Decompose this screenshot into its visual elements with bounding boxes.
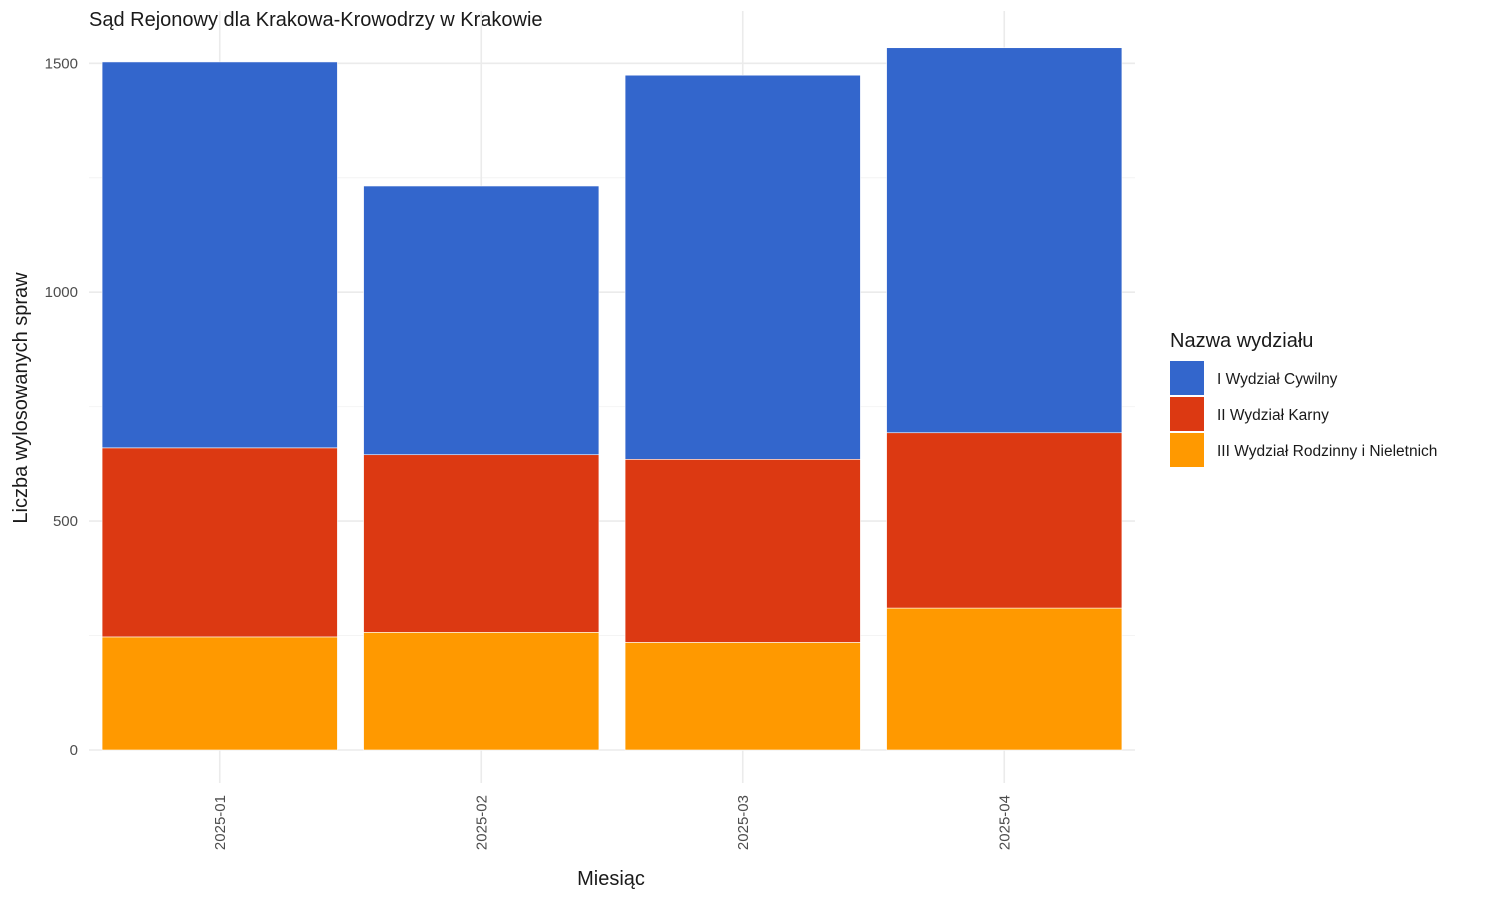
y-axis-title: Liczba wylosowanych spraw: [10, 272, 32, 524]
bar-segment: [886, 432, 1123, 609]
bar-segment: [363, 454, 600, 633]
legend-key: [1170, 361, 1204, 395]
x-tick-label: 2025-03: [735, 795, 752, 850]
legend-label: III Wydział Rodzinny i Nieletnich: [1217, 443, 1437, 460]
bar-segment: [101, 61, 338, 449]
bar-segment: [101, 447, 338, 638]
y-axis-ticks: 0 500 1000 1500: [45, 55, 78, 759]
legend-key: [1170, 433, 1204, 467]
bar-segment: [101, 636, 338, 751]
chart-title: Sąd Rejonowy dla Krakowa-Krowodrzy w Kra…: [89, 9, 543, 31]
legend-label: II Wydział Karny: [1217, 407, 1329, 424]
x-tick-label: 2025-01: [212, 795, 229, 850]
bar-segment: [886, 607, 1123, 751]
bar-segment: [624, 642, 861, 751]
y-tick-label: 0: [70, 742, 78, 759]
legend-key: [1170, 397, 1204, 431]
bar-segment: [886, 47, 1123, 434]
bar-segment: [363, 632, 600, 751]
bar-segment: [624, 74, 861, 460]
bars: [101, 47, 1123, 751]
x-tick-label: 2025-02: [473, 795, 490, 850]
bar-segment: [624, 458, 861, 643]
bar-segment: [363, 185, 600, 456]
y-tick-label: 1500: [45, 55, 78, 72]
legend-title: Nazwa wydziału: [1170, 330, 1313, 352]
legend-label: I Wydział Cywilny: [1217, 371, 1338, 388]
legend: Nazwa wydziału I Wydział Cywilny II Wydzi…: [1170, 330, 1437, 467]
y-tick-label: 1000: [45, 284, 78, 301]
y-tick-label: 500: [53, 513, 78, 530]
x-axis-title: Miesiąc: [577, 868, 645, 890]
x-axis-ticks: 2025-01 2025-02 2025-03 2025-04: [212, 795, 1014, 850]
x-tick-label: 2025-04: [996, 795, 1013, 850]
